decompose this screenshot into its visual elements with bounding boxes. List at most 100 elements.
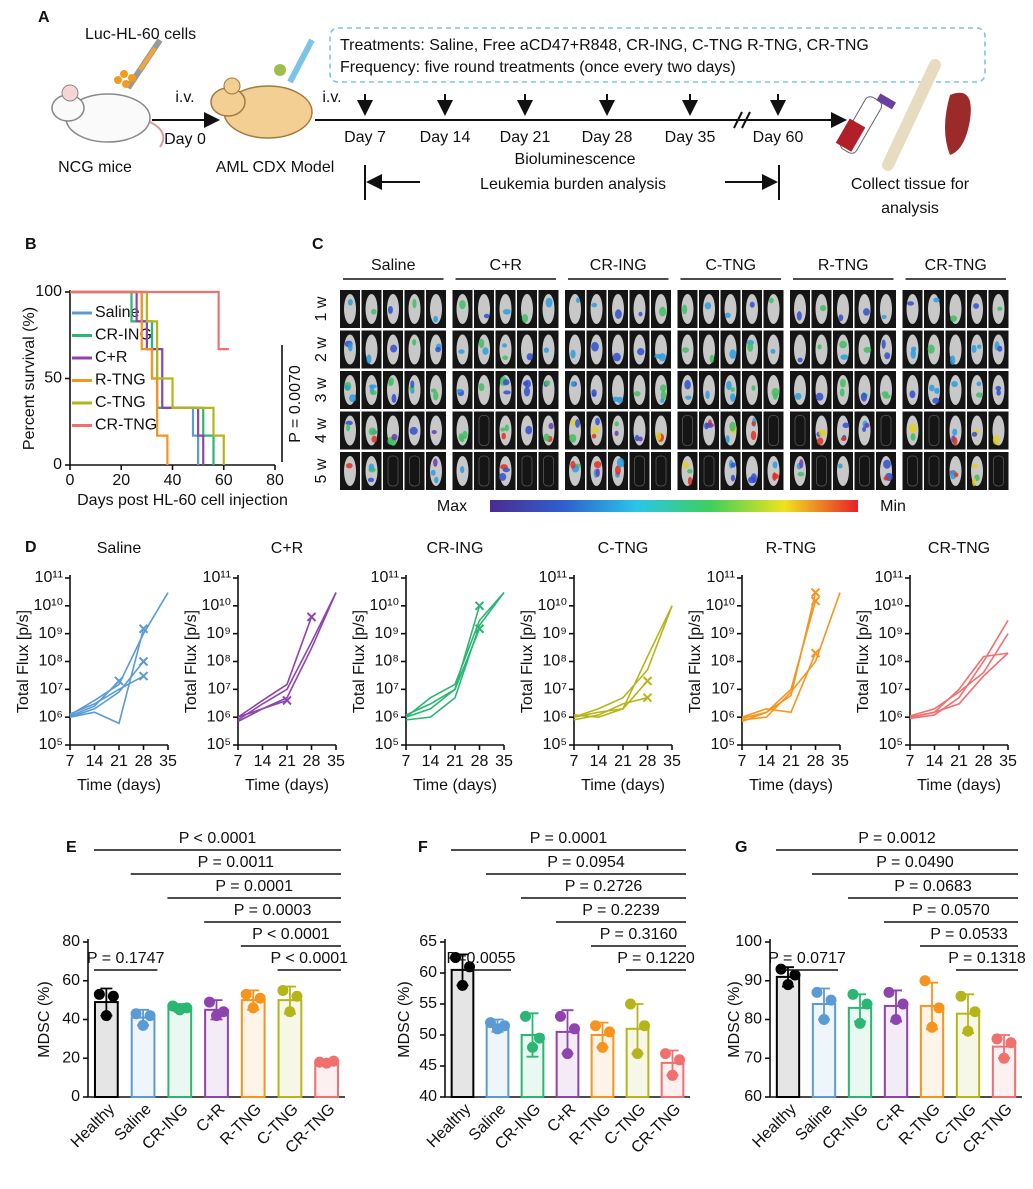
data-point [569,1023,580,1035]
data-point [897,998,909,1010]
signal-spot [839,378,846,388]
day-label: Day 60 [753,129,804,146]
x-tick-label: 21 [278,753,296,770]
x-axis-label: Days post HL-60 cell injection [77,492,288,509]
signal-spot [950,315,958,323]
data-point [137,1019,149,1031]
signal-spot [347,342,353,352]
data-point [625,998,636,1010]
p-value: P = 0.0011 [198,854,274,871]
x-tick-label: 35 [327,753,345,770]
empty-cell [859,455,870,487]
signal-spot [952,437,958,446]
data-point [919,975,931,987]
signal-spot [682,304,688,315]
signal-spot [633,391,641,397]
signal-spot [543,433,550,442]
mice-label: NCG mice [58,159,132,176]
mouse-image [430,456,442,486]
mouse-image [815,334,828,365]
y-tick-label: 80 [62,933,80,950]
x-tick-label: 21 [614,753,632,770]
image-cell [699,452,719,490]
x-tick-label: 28 [303,753,321,770]
y-tick-label: 10⁹ [38,625,63,642]
signal-spot [502,343,508,348]
signal-spot [932,397,940,404]
y-tick-label: 45 [419,1057,437,1074]
signal-spot [949,355,956,365]
signal-spot [595,468,600,478]
signal-spot [729,349,737,359]
signal-spot [612,352,621,362]
mouse-image [724,334,737,365]
x-tick-label: 35 [999,753,1017,770]
mouse-image [430,415,442,446]
data-point [604,1026,615,1038]
y-tick-label: 10⁸ [710,653,735,670]
mouse-image [387,294,399,324]
mouse-image [880,334,892,365]
axes [237,575,336,746]
day-label: Day 21 [500,129,551,146]
survival-curve [70,290,229,351]
x-tick-label: 35 [495,753,513,770]
week-label: 3 w [313,377,330,402]
legend-label: CR-TNG [95,417,157,434]
signal-spot [460,435,465,443]
signal-spot [548,422,554,430]
empty-cell [682,415,693,446]
signal-spot [751,385,756,391]
flux-line [69,680,120,717]
signal-spot [504,424,509,432]
p-value: P = 0.1747 [87,950,165,967]
frequency-text: Frequency: five round treatments (once e… [340,59,736,76]
y-axis-label: Total Flux [p/s] [15,610,32,713]
data-point [597,1041,608,1053]
signal-spot [881,391,889,397]
schematic [51,27,986,200]
signal-spot [366,354,372,364]
y-tick-label: 60 [62,972,80,989]
group-label: CR-ING [590,257,647,274]
signal-spot [456,388,463,393]
axis-break [733,111,743,129]
flux-line [405,592,505,721]
x-tick-label: 7 [906,753,915,770]
x-axis-label: Time (days) [413,777,497,794]
mouse-image [746,294,758,324]
y-tick-label: 10⁷ [879,681,903,698]
signal-spot [971,431,978,437]
signal-spot [525,425,533,435]
signal-spot [682,347,690,353]
flux-line [573,605,673,718]
signal-spot [502,308,511,315]
signal-spot [909,390,916,399]
signal-spot [346,423,351,432]
signal-spot [750,430,757,441]
signal-spot [659,306,667,317]
signal-spot [863,308,870,316]
signal-spot [840,354,849,360]
signal-spot [953,472,959,478]
signal-spot [860,392,868,402]
empty-cell [928,455,940,487]
mouse-image [746,415,758,446]
signal-spot [391,393,397,403]
image-cell [763,411,784,450]
data-point [130,1008,142,1020]
axis-break [741,111,751,129]
data-point [890,1014,902,1025]
signal-spot [687,469,693,474]
signal-spot [881,339,886,349]
flux-line [741,600,817,720]
data-point [775,963,787,975]
signal-spot [818,429,827,437]
mouse-image [365,294,378,324]
signal-spot [591,389,597,397]
y-tick-label: 10⁹ [878,625,903,642]
signal-spot [502,355,509,361]
signal-spot [881,314,887,319]
data-point [107,990,119,1002]
mouse-image [767,456,780,486]
